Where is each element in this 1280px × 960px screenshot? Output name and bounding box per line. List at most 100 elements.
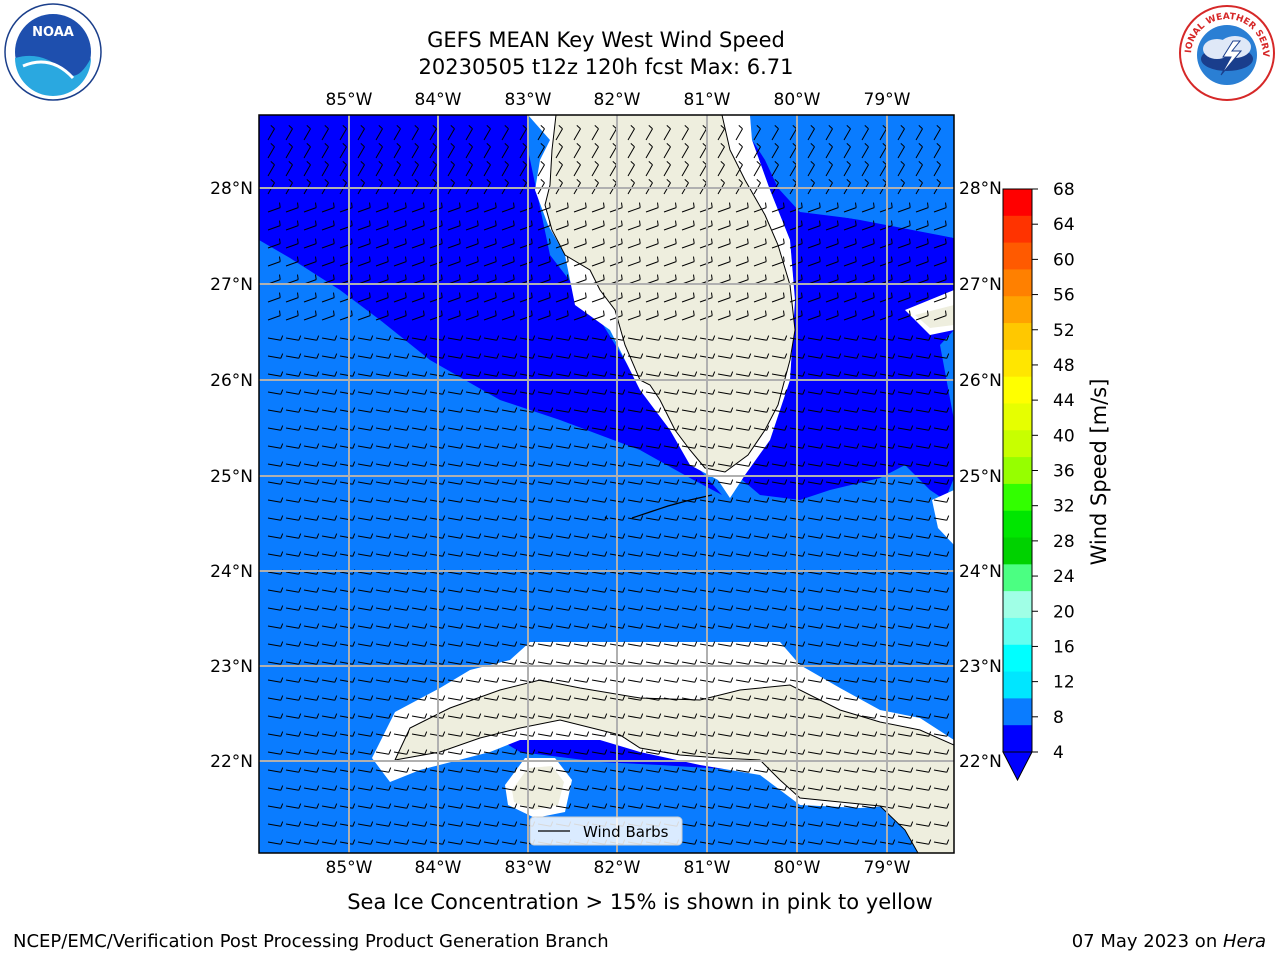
wind-barb bbox=[933, 202, 947, 213]
wind-barb bbox=[897, 515, 914, 521]
wind-barb bbox=[357, 353, 374, 359]
wind-barb bbox=[915, 767, 932, 773]
wind-barb bbox=[357, 515, 374, 521]
wind-barb bbox=[429, 785, 446, 791]
wind-barb bbox=[843, 587, 860, 593]
colorbar-segment bbox=[1003, 537, 1032, 565]
wind-barb bbox=[627, 497, 644, 503]
colorbar-segment bbox=[1003, 242, 1032, 270]
wind-barb bbox=[915, 731, 932, 737]
wind-barb bbox=[825, 143, 833, 159]
wind-barb bbox=[357, 839, 374, 845]
wind-barb bbox=[915, 659, 932, 665]
wind-barb bbox=[393, 695, 410, 701]
wind-barb bbox=[339, 443, 356, 449]
wind-barb bbox=[357, 292, 371, 303]
wind-barb bbox=[465, 659, 482, 665]
wind-barb bbox=[573, 749, 590, 755]
sea-ice-caption: Sea Ice Concentration > 15% is shown in … bbox=[347, 890, 933, 914]
wind-barb bbox=[447, 143, 455, 159]
wind-barb bbox=[375, 587, 392, 593]
graticule bbox=[259, 115, 954, 853]
wind-barb bbox=[753, 335, 770, 341]
wind-barb bbox=[663, 767, 680, 773]
wind-barb bbox=[339, 161, 347, 177]
colorbar-segment bbox=[1003, 296, 1032, 324]
wind-barb bbox=[573, 161, 581, 177]
wind-barb bbox=[393, 713, 410, 719]
wind-barb bbox=[771, 695, 788, 701]
wind-barb bbox=[465, 641, 482, 647]
wind-barb bbox=[375, 551, 392, 557]
wind-barb bbox=[717, 220, 731, 231]
wind-barb bbox=[411, 220, 425, 231]
wind-barb bbox=[717, 767, 734, 773]
wind-barb bbox=[825, 497, 842, 503]
wind-barb bbox=[375, 479, 392, 485]
wind-barb bbox=[465, 605, 482, 611]
wind-barb bbox=[627, 353, 644, 359]
wind-barb bbox=[717, 310, 731, 321]
wind-barb bbox=[447, 371, 464, 377]
wind-barb bbox=[573, 371, 590, 377]
wind-barb bbox=[339, 803, 356, 809]
wind-barb bbox=[825, 803, 842, 809]
lat-label-right: 26°N bbox=[959, 371, 1002, 391]
wind-barb bbox=[429, 238, 443, 249]
wind-barb bbox=[555, 515, 572, 521]
wind-barb bbox=[861, 479, 878, 485]
wind-barb bbox=[771, 461, 788, 467]
wind-barb bbox=[537, 443, 554, 449]
wind-barb bbox=[627, 749, 644, 755]
wind-barb bbox=[483, 497, 500, 503]
colorbar-segment bbox=[1003, 698, 1032, 726]
wind-barb bbox=[321, 515, 338, 521]
colorbar-tick-label: 4 bbox=[1053, 743, 1064, 763]
wind-barb bbox=[393, 785, 410, 791]
wind-barb bbox=[825, 479, 842, 485]
wind-barb bbox=[681, 767, 698, 773]
colorbar-segment bbox=[1003, 349, 1032, 378]
wind-barb bbox=[501, 292, 515, 303]
wind-barb bbox=[771, 256, 785, 267]
wind-barb bbox=[573, 256, 587, 267]
wind-barb bbox=[357, 407, 374, 413]
wind-barb bbox=[465, 803, 482, 809]
wind-barb bbox=[897, 125, 905, 141]
wind-barb bbox=[645, 587, 662, 593]
wind-barb bbox=[483, 839, 500, 845]
wind-barb bbox=[663, 587, 680, 593]
wind-barb bbox=[429, 256, 443, 267]
wind-barb bbox=[483, 533, 500, 539]
wind-barb bbox=[771, 371, 788, 377]
wind-barb bbox=[573, 731, 590, 737]
wind-barb bbox=[375, 161, 383, 177]
wind-barb bbox=[735, 161, 743, 177]
wind-barb bbox=[807, 749, 824, 755]
wind-barb bbox=[375, 839, 392, 845]
wind-barb bbox=[897, 161, 905, 177]
wind-barb bbox=[537, 515, 554, 521]
wind-barb bbox=[429, 479, 446, 485]
wind-barb bbox=[429, 767, 446, 773]
wind-barb bbox=[303, 292, 317, 303]
wind-barb bbox=[303, 479, 320, 485]
wind-barb bbox=[357, 803, 374, 809]
map-title: GEFS MEAN Key West Wind Speed bbox=[427, 28, 785, 52]
wind-barb bbox=[807, 238, 821, 249]
wind-barb bbox=[321, 443, 338, 449]
wind-barb bbox=[771, 839, 788, 845]
wind-barb bbox=[933, 335, 950, 341]
wind-barb bbox=[591, 677, 608, 683]
wind-barb bbox=[447, 731, 464, 737]
wind-barb bbox=[429, 389, 446, 395]
wind-barb bbox=[861, 407, 878, 413]
wind-barb bbox=[915, 292, 929, 303]
wind-barb bbox=[285, 749, 302, 755]
wind-barb bbox=[771, 238, 785, 249]
wind-barb bbox=[663, 551, 680, 557]
wind-barb bbox=[339, 371, 356, 377]
wind-barb bbox=[555, 605, 572, 611]
wind-barb bbox=[519, 371, 536, 377]
wind-barb bbox=[807, 220, 821, 231]
